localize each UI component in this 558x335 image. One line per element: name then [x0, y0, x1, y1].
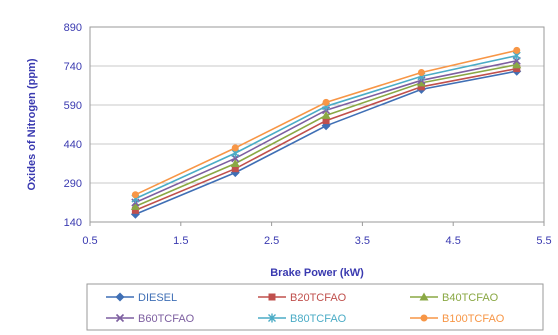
data-point — [513, 65, 521, 73]
legend-label: B100TCFAO — [442, 313, 505, 325]
y-tick-labels: 140 290 440 590 740 890 — [64, 22, 82, 229]
series-line — [135, 70, 517, 215]
data-point — [322, 98, 330, 106]
legend — [86, 283, 544, 331]
legend-label: B80TCFAO — [290, 313, 347, 325]
x-tick-label: 5.5 — [536, 235, 551, 247]
legend-label: DIESEL — [138, 292, 177, 304]
data-point — [131, 206, 139, 214]
legend-item-b100tcfao: B100TCFAO — [410, 313, 505, 325]
legend-label: B60TCFAO — [138, 313, 195, 325]
legend-marker — [115, 292, 125, 302]
data-point — [321, 110, 331, 119]
x-tick-label: 3.5 — [355, 235, 370, 247]
y-tick-label: 440 — [64, 139, 82, 151]
series-lines — [130, 46, 522, 219]
data-point — [513, 46, 521, 54]
y-tick-label: 140 — [64, 217, 82, 229]
series-line — [135, 67, 517, 212]
series-line — [135, 63, 517, 208]
legend-item-b20tcfao: B20TCFAO — [258, 292, 347, 304]
x-tick-label: 1.5 — [173, 235, 188, 247]
y-tick-label: 590 — [64, 100, 82, 112]
data-point — [231, 165, 239, 173]
legend-marker — [268, 313, 276, 323]
y-tick-label: 890 — [64, 22, 82, 34]
y-tick-label: 290 — [64, 178, 82, 190]
x-axis-label: Brake Power (kW) — [270, 267, 364, 279]
legend-label: B20TCFAO — [290, 292, 347, 304]
legend-items: DIESEL B20TCFAO B40TCFAO B60TCFAO B80TCFAO B1… — [106, 292, 505, 325]
x-tick-label: 0.5 — [82, 235, 97, 247]
x-tick-labels: 0.5 1.5 2.5 3.5 4.5 5.5 — [82, 222, 552, 247]
data-point — [131, 191, 139, 199]
legend-marker — [420, 314, 428, 322]
data-point — [231, 144, 239, 152]
legend-item-b80tcfao: B80TCFAO — [258, 313, 347, 325]
x-tick-label: 2.5 — [264, 235, 279, 247]
data-point — [230, 159, 240, 167]
legend-label: B40TCFAO — [442, 292, 499, 304]
series-b40tcfao — [130, 60, 522, 210]
series-b20tcfao — [131, 65, 521, 214]
y-axis-label: Oxides of Nitrogen (ppm) — [26, 58, 38, 190]
y-tick-label: 740 — [64, 61, 82, 73]
series-b100tcfao — [131, 46, 521, 199]
legend-item-b60tcfao: B60TCFAO — [106, 313, 195, 325]
legend-marker — [419, 292, 429, 301]
series-diesel — [130, 66, 522, 219]
legend-item-b40tcfao: B40TCFAO — [410, 292, 499, 304]
data-point — [417, 69, 425, 76]
legend-item-diesel: DIESEL — [106, 292, 177, 304]
data-point — [322, 117, 330, 125]
plot-area — [89, 26, 545, 223]
data-point — [417, 83, 425, 91]
data-point — [130, 201, 140, 210]
data-point — [416, 78, 426, 87]
data-point — [512, 60, 522, 69]
legend-marker — [268, 293, 276, 301]
x-tick-label: 4.5 — [446, 235, 461, 247]
legend-marker — [115, 313, 125, 323]
